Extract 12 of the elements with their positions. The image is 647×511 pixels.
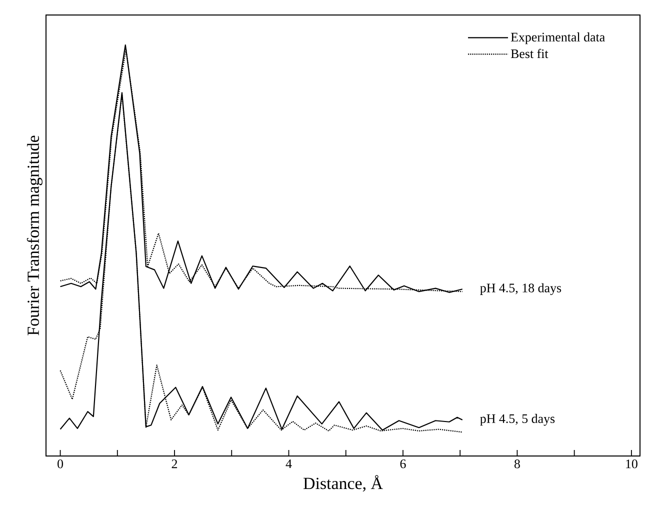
legend-label: Experimental data	[510, 32, 605, 44]
x-tick-label: 10	[626, 460, 638, 468]
annotation: pH 4.5, 18 days	[480, 283, 562, 296]
x-tick-label: 2	[172, 460, 178, 468]
x-tick-label: 4	[286, 460, 292, 468]
x-tick-label: 8	[514, 460, 520, 468]
legend-label: Best fit	[510, 48, 548, 58]
y-axis-title: Fourier Transform magnitude	[26, 136, 42, 336]
x-tick-label: 0	[58, 460, 64, 468]
x-tick-label: 6	[400, 460, 406, 468]
x-axis-title: Distance, Å	[304, 475, 383, 492]
annotation: pH 4.5, 5 days	[480, 414, 555, 426]
